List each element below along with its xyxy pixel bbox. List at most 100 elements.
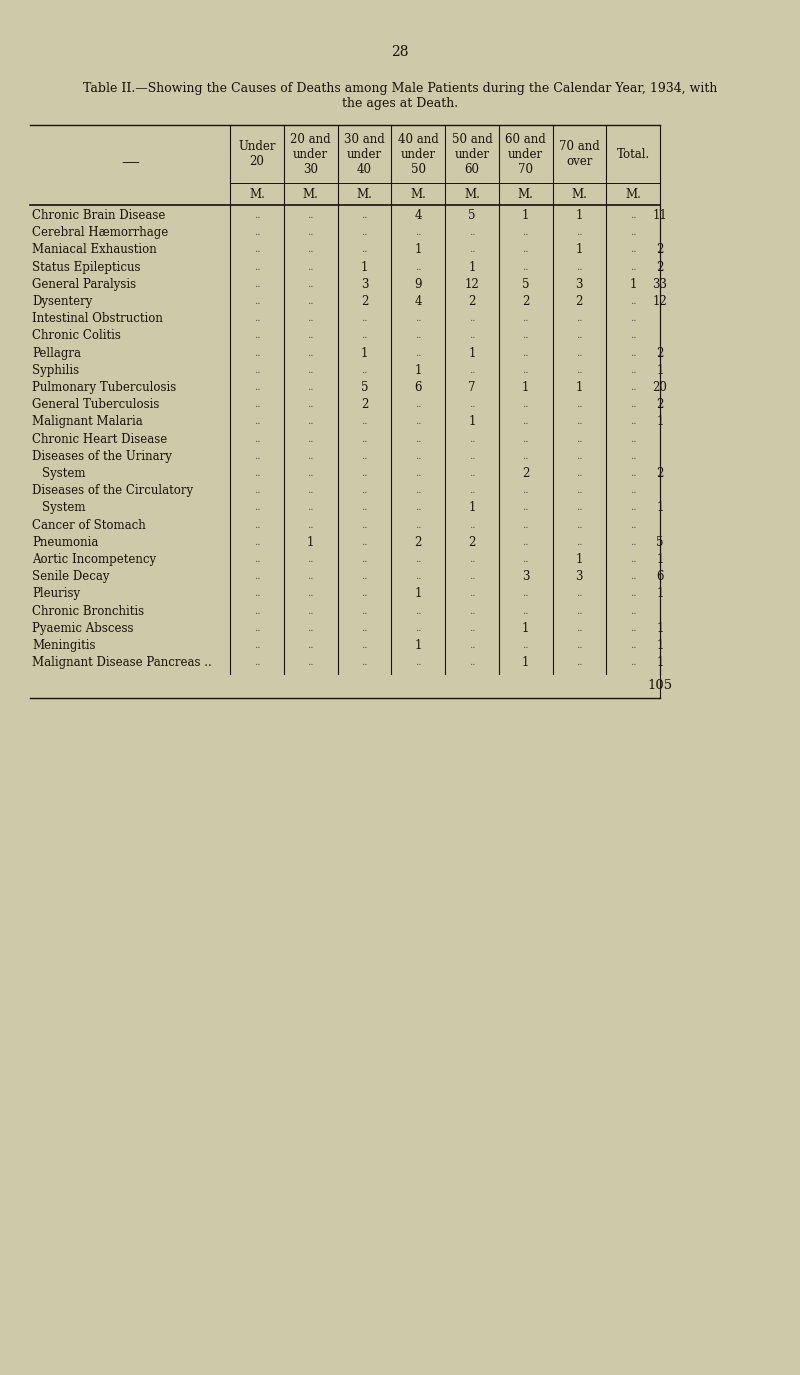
Text: ..: .. [576,521,582,529]
Text: 1: 1 [414,639,422,652]
Text: ..: .. [307,521,314,529]
Text: ..: .. [522,452,529,461]
Text: ..: .. [361,418,368,426]
Text: ..: .. [469,245,475,254]
Text: M.: M. [357,187,372,201]
Text: ..: .. [415,487,422,495]
Text: ..: .. [254,572,260,582]
Text: 1: 1 [414,364,422,377]
Text: Under
20: Under 20 [238,140,276,168]
Text: 5: 5 [522,278,530,290]
Text: 1: 1 [576,209,583,221]
Text: Pellagra: Pellagra [32,346,81,359]
Text: ..: .. [361,331,368,341]
Text: ..: .. [522,228,529,236]
Text: ..: .. [361,452,368,461]
Text: ..: .. [415,348,422,358]
Text: M.: M. [249,187,265,201]
Text: ..: .. [307,228,314,236]
Text: ..: .. [254,228,260,236]
Text: 2: 2 [656,260,664,274]
Text: 5: 5 [361,381,368,395]
Text: ..: .. [522,590,529,598]
Text: System: System [42,502,86,514]
Text: 12: 12 [465,278,479,290]
Text: 1: 1 [656,415,664,429]
Text: the ages at Death.: the ages at Death. [342,96,458,110]
Text: ..: .. [630,400,636,410]
Text: ..: .. [254,469,260,478]
Text: 2: 2 [656,468,664,480]
Text: 3: 3 [522,571,530,583]
Text: 2: 2 [468,296,475,308]
Text: ..: .. [469,331,475,341]
Text: 50 and
under
60: 50 and under 60 [451,132,492,176]
Text: ..: .. [307,210,314,220]
Text: ..: .. [630,503,636,513]
Text: ..: .. [630,384,636,392]
Text: ..: .. [307,263,314,271]
Text: ..: .. [307,659,314,667]
Text: ..: .. [469,228,475,236]
Text: ..: .. [254,263,260,271]
Text: ..: .. [576,400,582,410]
Text: ..: .. [469,452,475,461]
Text: 2: 2 [656,399,664,411]
Text: ..: .. [469,469,475,478]
Text: ..: .. [522,366,529,375]
Text: Cancer of Stomach: Cancer of Stomach [32,518,146,532]
Text: ..: .. [415,314,422,323]
Text: Chronic Heart Disease: Chronic Heart Disease [32,433,167,446]
Text: 1: 1 [468,415,475,429]
Text: ..: .. [576,434,582,444]
Text: ..: .. [469,641,475,650]
Text: 1: 1 [307,536,314,549]
Text: ..: .. [307,297,314,307]
Text: 1: 1 [522,209,530,221]
Text: ..: .. [630,556,636,564]
Text: ..: .. [469,624,475,632]
Text: ..: .. [522,418,529,426]
Text: M.: M. [464,187,480,201]
Text: ..: .. [522,606,529,616]
Text: M.: M. [302,187,318,201]
Text: M.: M. [410,187,426,201]
Text: ..: .. [576,487,582,495]
Text: ..: .. [307,366,314,375]
Text: 7: 7 [468,381,476,395]
Text: ..: .. [307,590,314,598]
Text: ..: .. [630,538,636,547]
Text: ..: .. [630,348,636,358]
Text: Intestinal Obstruction: Intestinal Obstruction [32,312,163,324]
Text: ..: .. [415,606,422,616]
Text: ..: .. [361,245,368,254]
Text: 2: 2 [656,243,664,256]
Text: Malignant Malaria: Malignant Malaria [32,415,142,429]
Text: ..: .. [576,538,582,547]
Text: 6: 6 [656,571,664,583]
Text: M.: M. [625,187,641,201]
Text: ..: .. [469,590,475,598]
Text: 2: 2 [522,468,530,480]
Text: 3: 3 [576,571,583,583]
Text: Pyaemic Abscess: Pyaemic Abscess [32,622,134,635]
Text: 5: 5 [468,209,476,221]
Text: ..: .. [522,331,529,341]
Text: ..: .. [415,624,422,632]
Text: ..: .. [415,228,422,236]
Text: ..: .. [522,487,529,495]
Text: ..: .. [469,556,475,564]
Text: ..: .. [522,503,529,513]
Text: ..: .. [361,659,368,667]
Text: ..: .. [522,556,529,564]
Text: 11: 11 [653,209,667,221]
Text: ..: .. [630,624,636,632]
Text: 6: 6 [414,381,422,395]
Text: 1: 1 [361,346,368,359]
Text: ..: .. [576,503,582,513]
Text: ..: .. [576,624,582,632]
Text: ..: .. [254,624,260,632]
Text: ..: .. [415,263,422,271]
Text: ..: .. [307,331,314,341]
Text: ..: .. [307,572,314,582]
